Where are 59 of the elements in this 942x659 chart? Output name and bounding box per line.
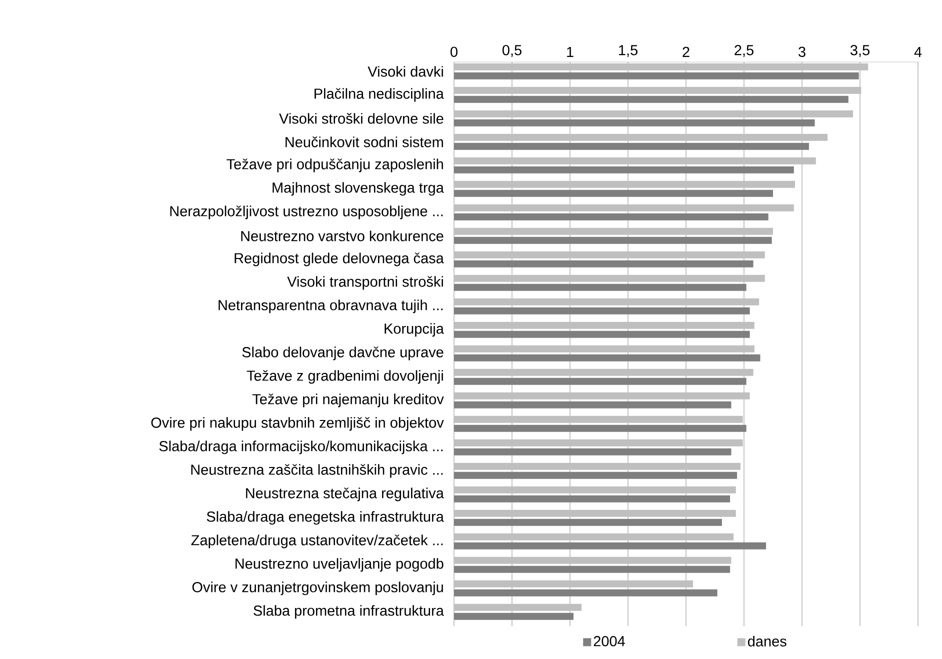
y-tick-label: Visoki davki: [368, 66, 443, 77]
y-tick-label: Majhnost slovenskega trga: [272, 182, 444, 196]
y-tick-label: Neučinkovit sodni sistem: [286, 136, 443, 148]
y-tick-label: Ovire v zunanjetrgovinskem poslovanju: [192, 582, 443, 596]
y-tick-label: Neustrezno varstvo konkurence: [241, 230, 444, 242]
y-tick-label: Težave pri odpuščanju zaposlenih: [226, 158, 443, 172]
bar: [454, 518, 722, 526]
y-tick-label: Slaba/draga enegetska infrastruktura: [206, 511, 444, 525]
bar: [454, 472, 738, 479]
bar: [454, 142, 809, 150]
bar: [454, 495, 730, 502]
x-tick-label: 1,5: [619, 45, 638, 57]
y-tick-label: Zapletena/druga ustanovitev/začetek ...: [191, 534, 443, 548]
bar: [454, 307, 750, 314]
legend-label: danes: [748, 636, 786, 646]
bar: [454, 354, 760, 362]
y-tick-label: Težave pri najemanju kreditov: [252, 394, 444, 408]
y-tick-label: Plačilna nedisciplina: [314, 88, 444, 102]
y-tick-label: Visoki stroški delovne sile: [279, 113, 444, 124]
bar: [454, 119, 815, 126]
bar: [454, 213, 768, 220]
y-tick-label: Neustrezna zaščita lastnihških pravic ...: [191, 464, 443, 478]
y-tick-label: Slabo delovanje davčne uprave: [242, 346, 444, 360]
y-tick-label: Visoki transportni stroški: [287, 276, 443, 290]
bar: [454, 378, 746, 385]
bar: [454, 424, 746, 432]
x-tick-label: 0,5: [502, 44, 522, 57]
y-tick-label: Korupcija: [384, 323, 444, 337]
x-tick-label: 3: [798, 46, 806, 57]
bar: [454, 96, 848, 103]
bar: [454, 566, 730, 573]
x-tick-label: 0: [450, 46, 458, 57]
y-tick-label: Ovire pri nakupu stavbnih zemljišč in objektov: [151, 417, 444, 431]
bar: [454, 284, 746, 291]
y-tick-label: Slaba prometna infrastruktura: [254, 605, 444, 619]
y-tick-label: Neustrezno uveljavljanje pogodb: [236, 558, 444, 572]
bar: [454, 448, 732, 456]
bar: [454, 330, 750, 338]
bar: [454, 589, 718, 596]
x-tick-label: 1: [567, 46, 574, 57]
x-tick-label: 4: [914, 46, 922, 57]
legend-label: 2004: [594, 636, 625, 646]
bar: [454, 190, 773, 197]
y-tick-label: Neustrezna stečajna regulativa: [246, 488, 444, 502]
x-tick-label: 2: [682, 46, 690, 57]
y-tick-label: Težave z gradbenimi dovoljenji: [246, 370, 443, 384]
x-tick-label: 3,5: [850, 44, 870, 57]
bar: [454, 401, 732, 408]
bar: [454, 542, 766, 550]
bar: [454, 166, 794, 174]
x-tick-label: 2,5: [734, 44, 754, 57]
bar: [454, 72, 859, 80]
bar: [454, 612, 574, 620]
y-tick-label: Nerazpoložljivost ustrezno usposobljene ...: [170, 206, 443, 220]
bar: [454, 236, 772, 244]
y-tick-label: Netransparentna obravnava tujih ...: [218, 300, 443, 314]
y-tick-label: Regidnost glede delovnega časa: [234, 252, 444, 266]
bar: [454, 260, 754, 268]
y-tick-label: Slaba/draga informacijsko/komunikacijska ...: [159, 440, 443, 454]
